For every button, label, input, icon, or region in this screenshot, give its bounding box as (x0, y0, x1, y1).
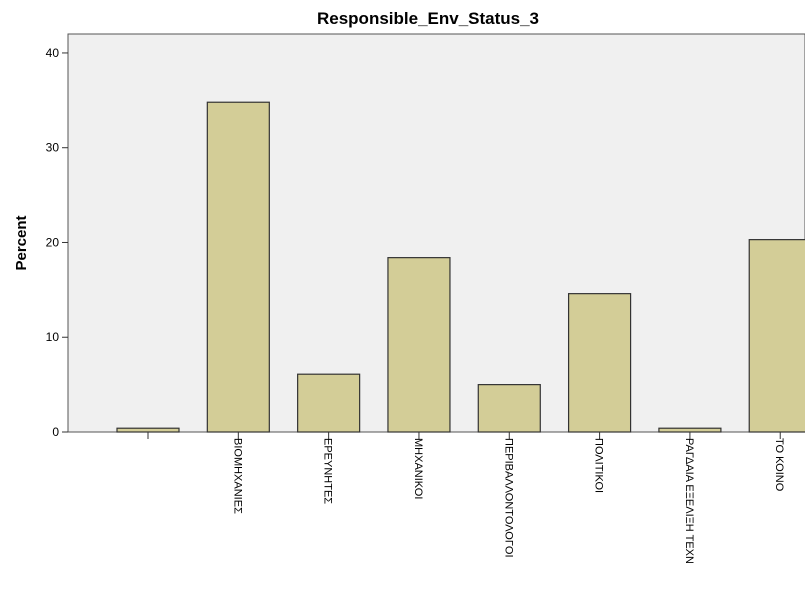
bar (297, 373, 361, 433)
x-category-label: ΕΡΕΥΝΗΤΕΣ (322, 438, 334, 504)
x-category-label: ΤΟ ΚΟΙΝΟ (773, 438, 785, 492)
bar (477, 384, 541, 433)
bar (748, 239, 805, 433)
x-axis: ΒΙΟΜΗΧΑΝΙΕΣ ΕΡΕΥΝΗΤΕΣ ΜΗΧΑΝΙΚΟΙ ΠΕΡΙΒΑΛΛΟΝΤ… (147, 432, 785, 564)
x-category-label: ΒΙΟΜΗΧΑΝΙΕΣ (231, 438, 243, 514)
y-tick-label: 20 (46, 235, 60, 249)
bar (567, 293, 632, 433)
chart-title: Responsible_Env_Status_3 (317, 9, 539, 28)
x-category-label: ΡΑΓΔΑΙΑ ΕΞΕΛΙΞΗ ΤΕΧΝ (683, 438, 695, 564)
y-axis: 0 10 20 30 40 (46, 46, 68, 439)
x-category-label: ΠΟΛΙΤΙΚΟΙ (593, 438, 605, 493)
bar (116, 427, 180, 433)
y-tick-label: 40 (46, 46, 60, 60)
bar (658, 427, 722, 433)
x-category-label: ΠΕΡΙΒΑΛΛΟΝΤΟΛΟΓΟΙ (502, 438, 514, 558)
y-tick-label: 30 (46, 141, 60, 155)
y-axis-label: Percent (13, 215, 30, 270)
bars (116, 101, 805, 433)
bar (387, 257, 451, 433)
bar (206, 101, 270, 433)
y-tick-label: 0 (52, 425, 59, 439)
x-category-label: ΜΗΧΑΝΙΚΟΙ (412, 438, 424, 499)
y-tick-label: 10 (46, 330, 60, 344)
